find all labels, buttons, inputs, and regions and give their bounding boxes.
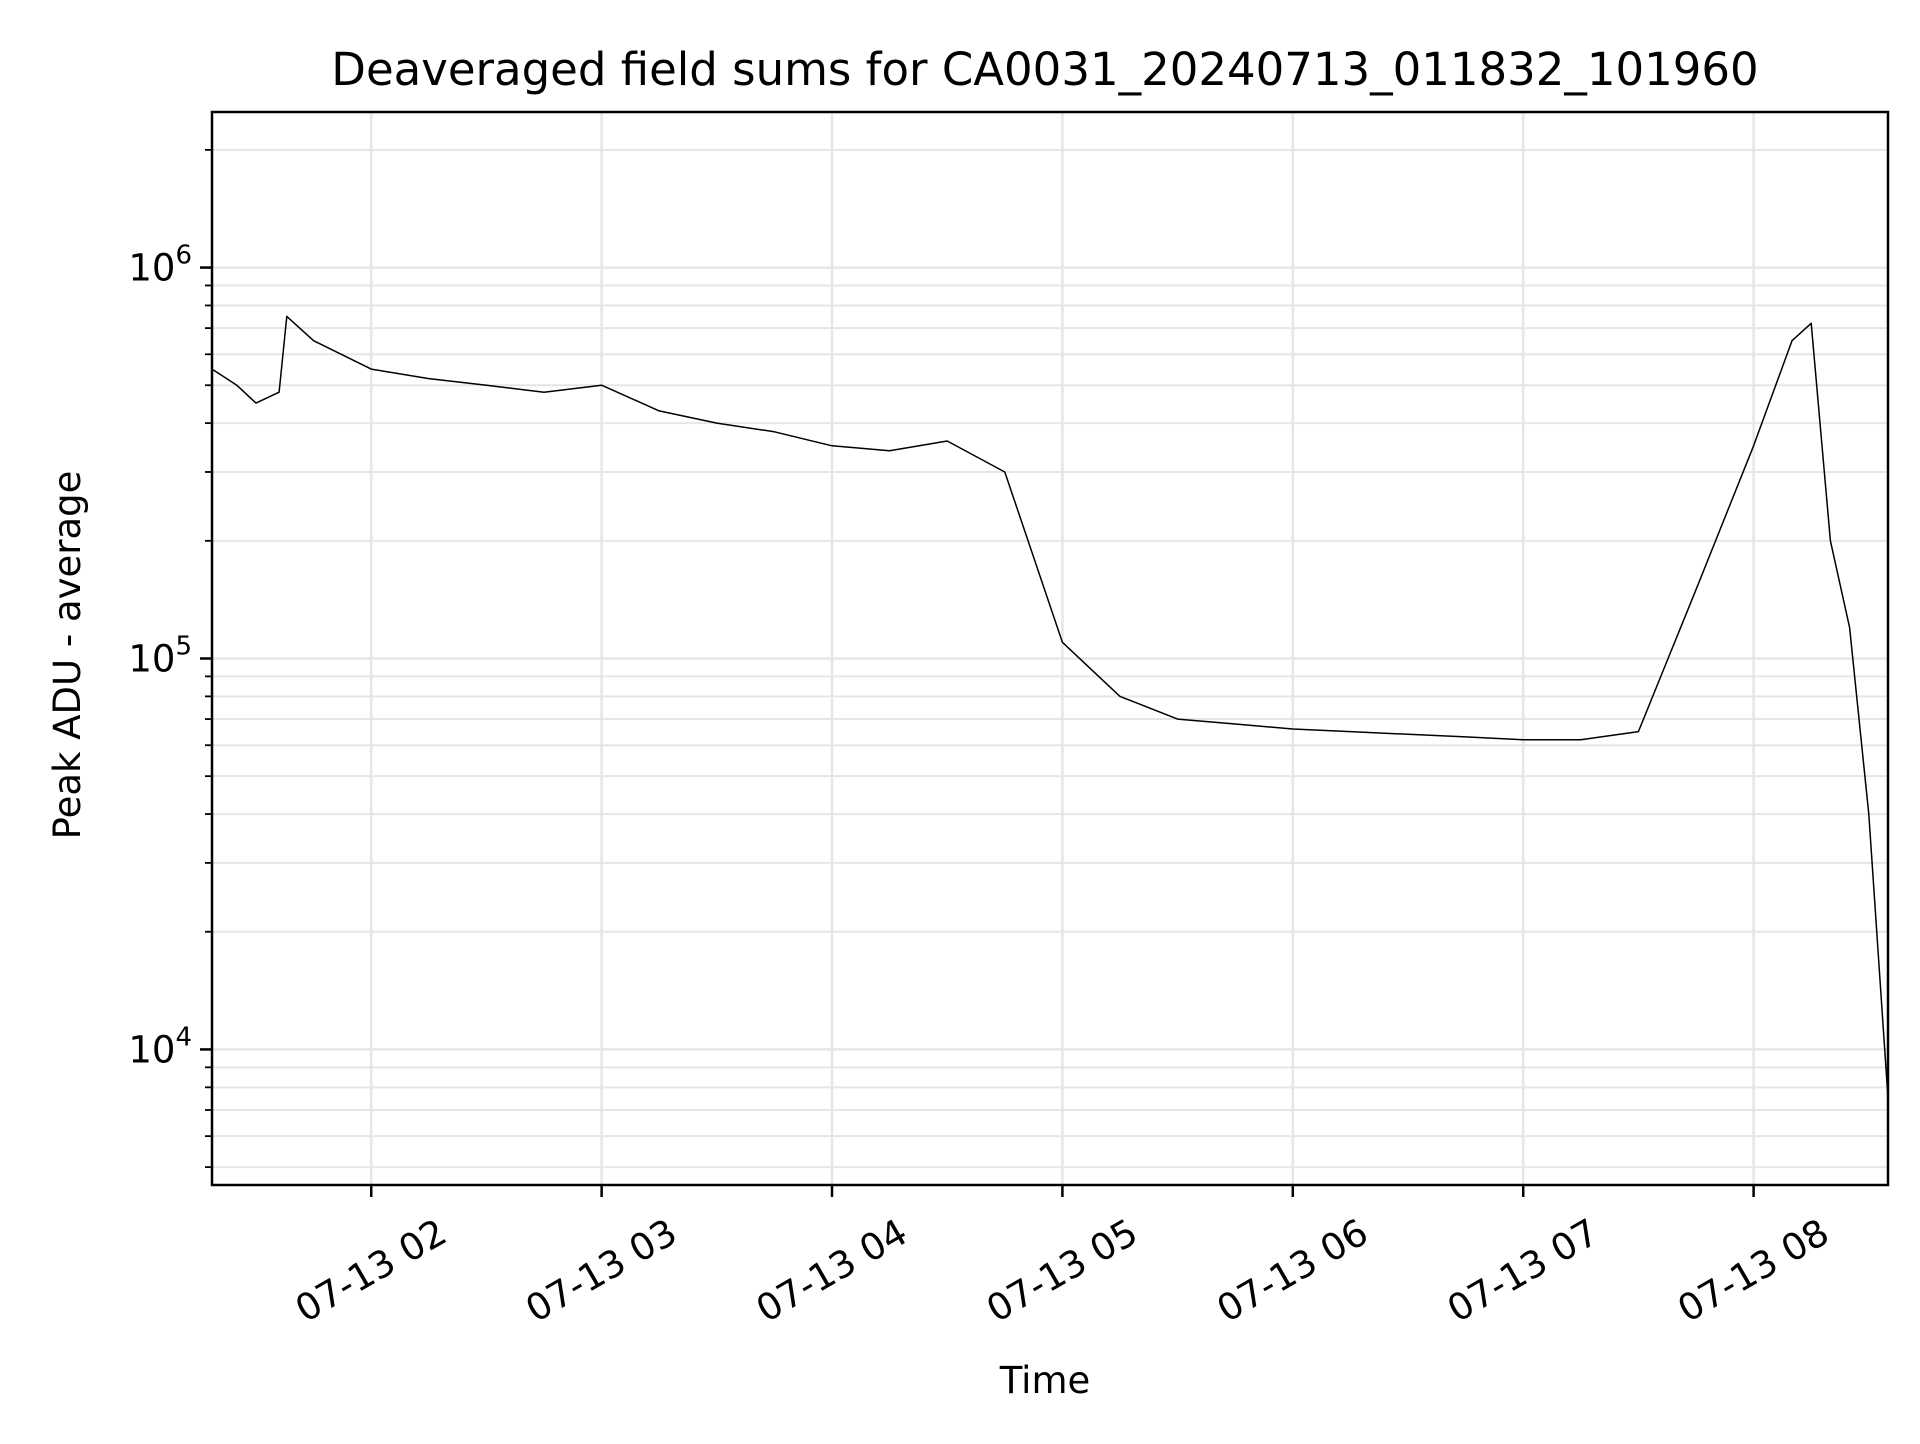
y-axis-label: Peak ADU - average <box>46 471 89 840</box>
y-tick-label: 104 <box>128 1022 192 1071</box>
y-tick-label: 105 <box>128 631 192 680</box>
series-line <box>211 315 1889 1099</box>
x-axis-label: Time <box>999 1359 1091 1402</box>
series-layer <box>211 315 1889 1099</box>
grid-layer <box>212 112 1888 1185</box>
chart-title: Deaveraged field sums for CA0031_2024071… <box>331 43 1758 96</box>
y-tick-label: 106 <box>128 241 192 290</box>
plot-frame <box>210 110 1890 1187</box>
